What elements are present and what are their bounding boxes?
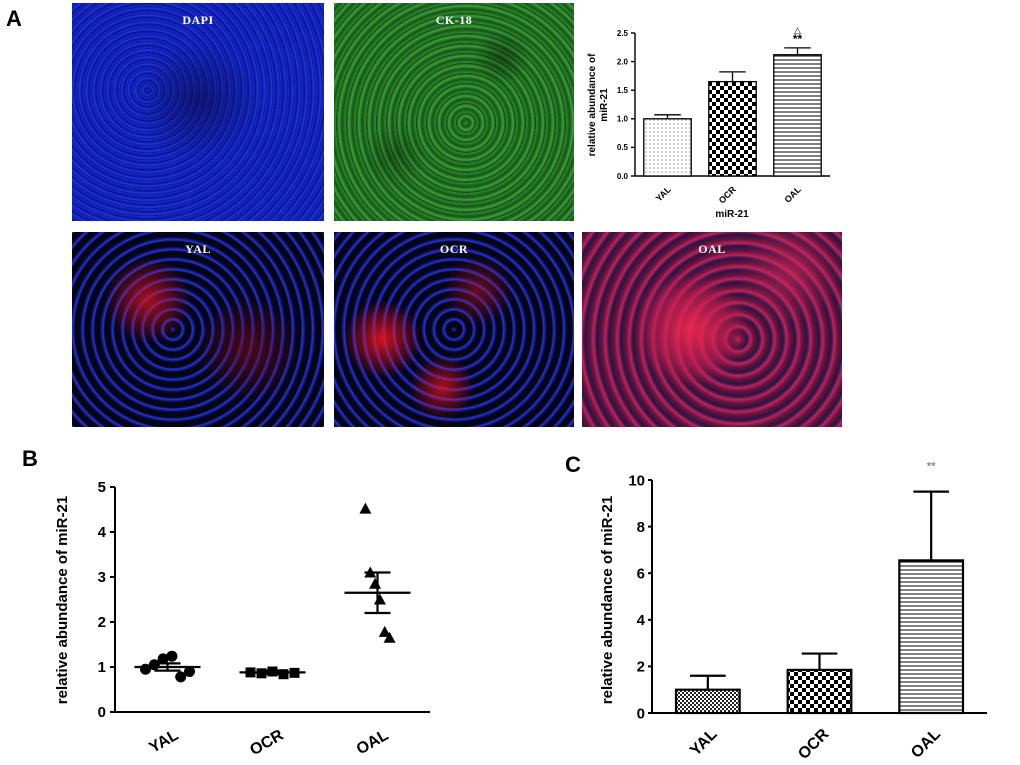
- y-tick-label: 2.5: [617, 29, 629, 38]
- data-point-oal: [369, 577, 382, 589]
- micrograph-label-ocr: OCR: [439, 242, 469, 256]
- panel-letter-b: B: [22, 446, 38, 471]
- micrograph-label-ck18: CK-18: [435, 13, 473, 27]
- y-axis-label-line1: relative abundance of: [587, 53, 598, 156]
- chart-a-inset-bar: 0.0 0.5 1.0 1.5 2.0 2.5 YAL OCR OAL **△ relative a…: [587, 25, 830, 220]
- bar-oal: [898, 559, 965, 715]
- micrograph-yal: YAL: [72, 232, 324, 427]
- y-axis-label: relative abundance of miR-21: [54, 496, 71, 704]
- bar-oal: [773, 54, 822, 177]
- significance-stars: **: [793, 32, 803, 46]
- y-axis-label-line2: miR-21: [599, 88, 610, 122]
- significance-delta: △△: [922, 460, 941, 461]
- data-point-oal: [383, 631, 396, 643]
- y-tick-label: 0: [637, 705, 645, 722]
- y-tick-label: 3: [98, 569, 106, 586]
- y-tick-label: 6: [637, 565, 645, 582]
- y-tick-label: 0.0: [617, 172, 629, 181]
- y-tick-label: 5: [98, 479, 106, 496]
- x-tick-label-yal: YAL: [654, 184, 674, 204]
- micrograph-ck18: CK-18: [334, 3, 574, 221]
- micrograph-oal: OAL: [582, 232, 842, 427]
- y-tick-label: 2.0: [617, 57, 629, 66]
- bar-ocr: [708, 80, 757, 177]
- data-point-yal: [157, 653, 169, 665]
- y-tick-label: 2: [98, 614, 106, 631]
- y-tick-label: 10: [628, 472, 645, 489]
- data-point-oal: [373, 593, 386, 605]
- y-axis-label: relative abundance of miR-21: [599, 496, 616, 704]
- micrograph-ocr: OCR: [334, 232, 574, 427]
- data-point-yal: [184, 666, 195, 677]
- significance-stars: **: [927, 461, 936, 473]
- significance-delta: △: [794, 25, 801, 35]
- micrograph-label-yal: YAL: [185, 242, 211, 256]
- y-tick-label: 4: [98, 524, 107, 541]
- chart-b-scatter: 0 1 2 3 4 5 relative abundance of miR-21 YAL OCR…: [54, 479, 430, 760]
- micrograph-label-oal: OAL: [698, 242, 726, 256]
- panel-letter-c: C: [565, 452, 581, 477]
- y-tick-label: 4: [637, 612, 646, 629]
- x-tick-label-oal: OAL: [782, 184, 803, 205]
- y-tick-label: 1.5: [617, 86, 629, 95]
- data-point-yal: [166, 650, 178, 662]
- bar-yal: [674, 688, 741, 715]
- bar-ocr: [786, 668, 853, 715]
- micrograph-label-dapi: DAPI: [182, 13, 214, 27]
- y-tick-label: 1: [98, 659, 106, 676]
- x-tick-label-ocr: OCR: [717, 184, 739, 206]
- x-axis-label: miR-21: [715, 209, 749, 220]
- y-tick-label: 8: [637, 519, 645, 536]
- panel-letter-a: A: [6, 6, 22, 31]
- y-tick-label: 1.0: [617, 115, 629, 124]
- y-tick-label: 0: [98, 704, 106, 721]
- y-tick-label: 0.5: [617, 143, 629, 152]
- data-point-oal: [378, 625, 391, 637]
- data-point-yal: [175, 671, 187, 683]
- x-tick-label-yal: YAL: [147, 727, 182, 757]
- x-tick-label-yal: YAL: [687, 726, 721, 760]
- x-tick-label-ocr: OCR: [247, 727, 287, 760]
- micrograph-dapi: DAPI: [72, 3, 324, 221]
- x-tick-label-ocr: OCR: [795, 725, 832, 760]
- y-tick-label: 2: [637, 659, 645, 676]
- bar-yal: [643, 118, 692, 177]
- x-tick-label-oal: OAL: [354, 727, 392, 759]
- chart-c-bar: 0 2 4 6 8 10 YAL OCR OAL **△△ relative abundance o…: [599, 460, 987, 760]
- x-tick-label-oal: OAL: [908, 726, 944, 760]
- data-point-oal: [359, 502, 372, 514]
